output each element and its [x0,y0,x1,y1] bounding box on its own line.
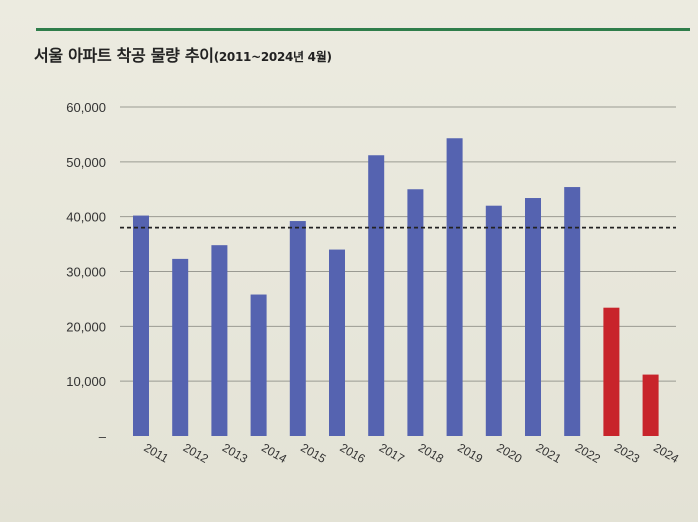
gridlines [120,106,676,382]
x-tick-label: 2020 [494,440,524,466]
x-tick-label: 2019 [455,440,485,466]
chart-title: 서울 아파트 착공 물량 추이(2011~2024년 4월) [34,42,332,66]
x-tick-label: 2016 [338,440,368,466]
bar-2012 [172,258,189,436]
bar-2013 [211,245,228,436]
x-tick-label: 2011 [142,440,172,465]
y-tick-label: 60,000 [66,100,106,115]
bar-2015 [289,221,306,436]
y-axis-labels: – 10,000 20,000 30,000 40,000 50,000 60,000 [66,100,107,444]
bar-2014 [250,294,267,436]
bar-2021 [525,198,541,436]
x-tick-label: 2013 [220,440,250,466]
x-tick-label: 2022 [573,440,603,466]
x-tick-label: 2015 [298,440,328,466]
bar-2018 [407,189,424,436]
y-tick-label: 40,000 [66,210,106,225]
bar-2016 [329,249,345,436]
bar-2017 [368,155,385,436]
bar-2020 [485,205,502,436]
bar-2024 [642,374,659,436]
x-tick-label: 2021 [534,440,564,466]
x-tick-label: 2012 [181,440,211,466]
y-tick-label: 10,000 [66,374,106,389]
chart-title-main: 서울 아파트 착공 물량 추이 [34,46,214,65]
bars [133,138,659,436]
x-tick-label: 2018 [416,440,446,466]
x-tick-label: 2017 [377,440,407,466]
bar-2019 [446,138,463,436]
x-tick-label: 2014 [259,440,289,466]
y-tick-label: 50,000 [66,155,106,170]
y-tick-label: 20,000 [66,319,106,334]
header-rule [36,28,690,31]
bar-2022 [564,187,581,436]
bar-2023 [603,307,620,436]
chart-title-sub: (2011~2024년 4월) [213,50,332,64]
x-tick-label: 2023 [612,440,642,466]
x-tick-label: 2024 [651,440,681,466]
x-axis-labels: 2011 2012 2013 2014 2015 2016 2017 2018 2019 2020… [142,440,682,466]
y-tick-label: 30,000 [66,265,106,280]
bar-2011 [133,215,149,436]
y-tick-label: – [99,429,107,444]
